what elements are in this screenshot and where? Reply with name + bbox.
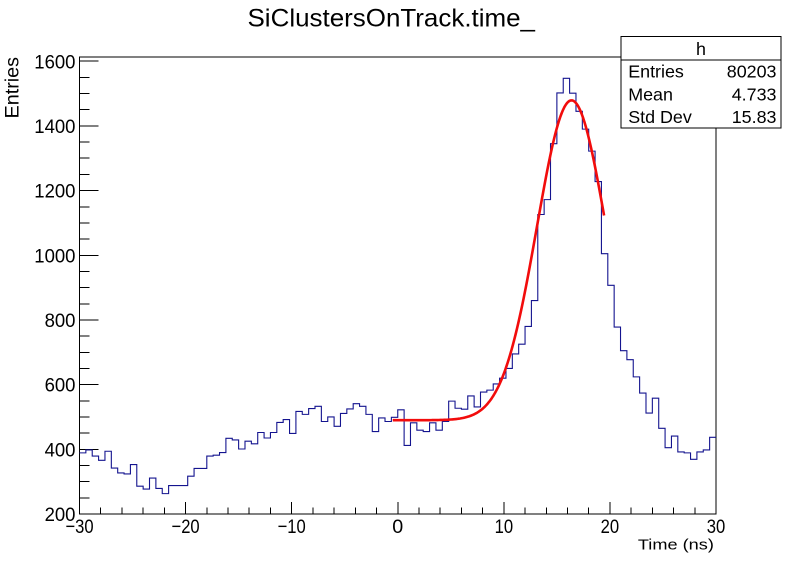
svg-text:600: 600 bbox=[45, 375, 76, 397]
svg-text:80203: 80203 bbox=[727, 62, 777, 82]
svg-text:−30: −30 bbox=[65, 516, 93, 538]
svg-text:SiClustersOnTrack.time_: SiClustersOnTrack.time_ bbox=[248, 5, 537, 33]
svg-text:30: 30 bbox=[707, 516, 726, 538]
svg-text:Mean: Mean bbox=[628, 84, 673, 104]
svg-text:1000: 1000 bbox=[34, 245, 75, 267]
svg-text:10: 10 bbox=[495, 516, 514, 538]
svg-text:1400: 1400 bbox=[34, 116, 75, 138]
svg-text:1200: 1200 bbox=[34, 181, 75, 203]
svg-text:−10: −10 bbox=[278, 516, 306, 538]
svg-text:Time (ns): Time (ns) bbox=[638, 537, 714, 553]
svg-text:200: 200 bbox=[45, 504, 76, 526]
svg-text:15.83: 15.83 bbox=[732, 107, 777, 127]
svg-text:Std Dev: Std Dev bbox=[628, 107, 692, 127]
svg-text:800: 800 bbox=[45, 310, 76, 332]
svg-text:20: 20 bbox=[601, 516, 620, 538]
svg-text:−20: −20 bbox=[172, 516, 200, 538]
svg-text:h: h bbox=[696, 39, 706, 59]
svg-text:400: 400 bbox=[45, 439, 76, 461]
svg-text:1600: 1600 bbox=[34, 51, 75, 73]
svg-text:4.733: 4.733 bbox=[732, 84, 777, 104]
svg-text:Entries: Entries bbox=[2, 57, 24, 119]
svg-text:0: 0 bbox=[392, 516, 403, 538]
svg-text:Entries: Entries bbox=[628, 62, 684, 82]
